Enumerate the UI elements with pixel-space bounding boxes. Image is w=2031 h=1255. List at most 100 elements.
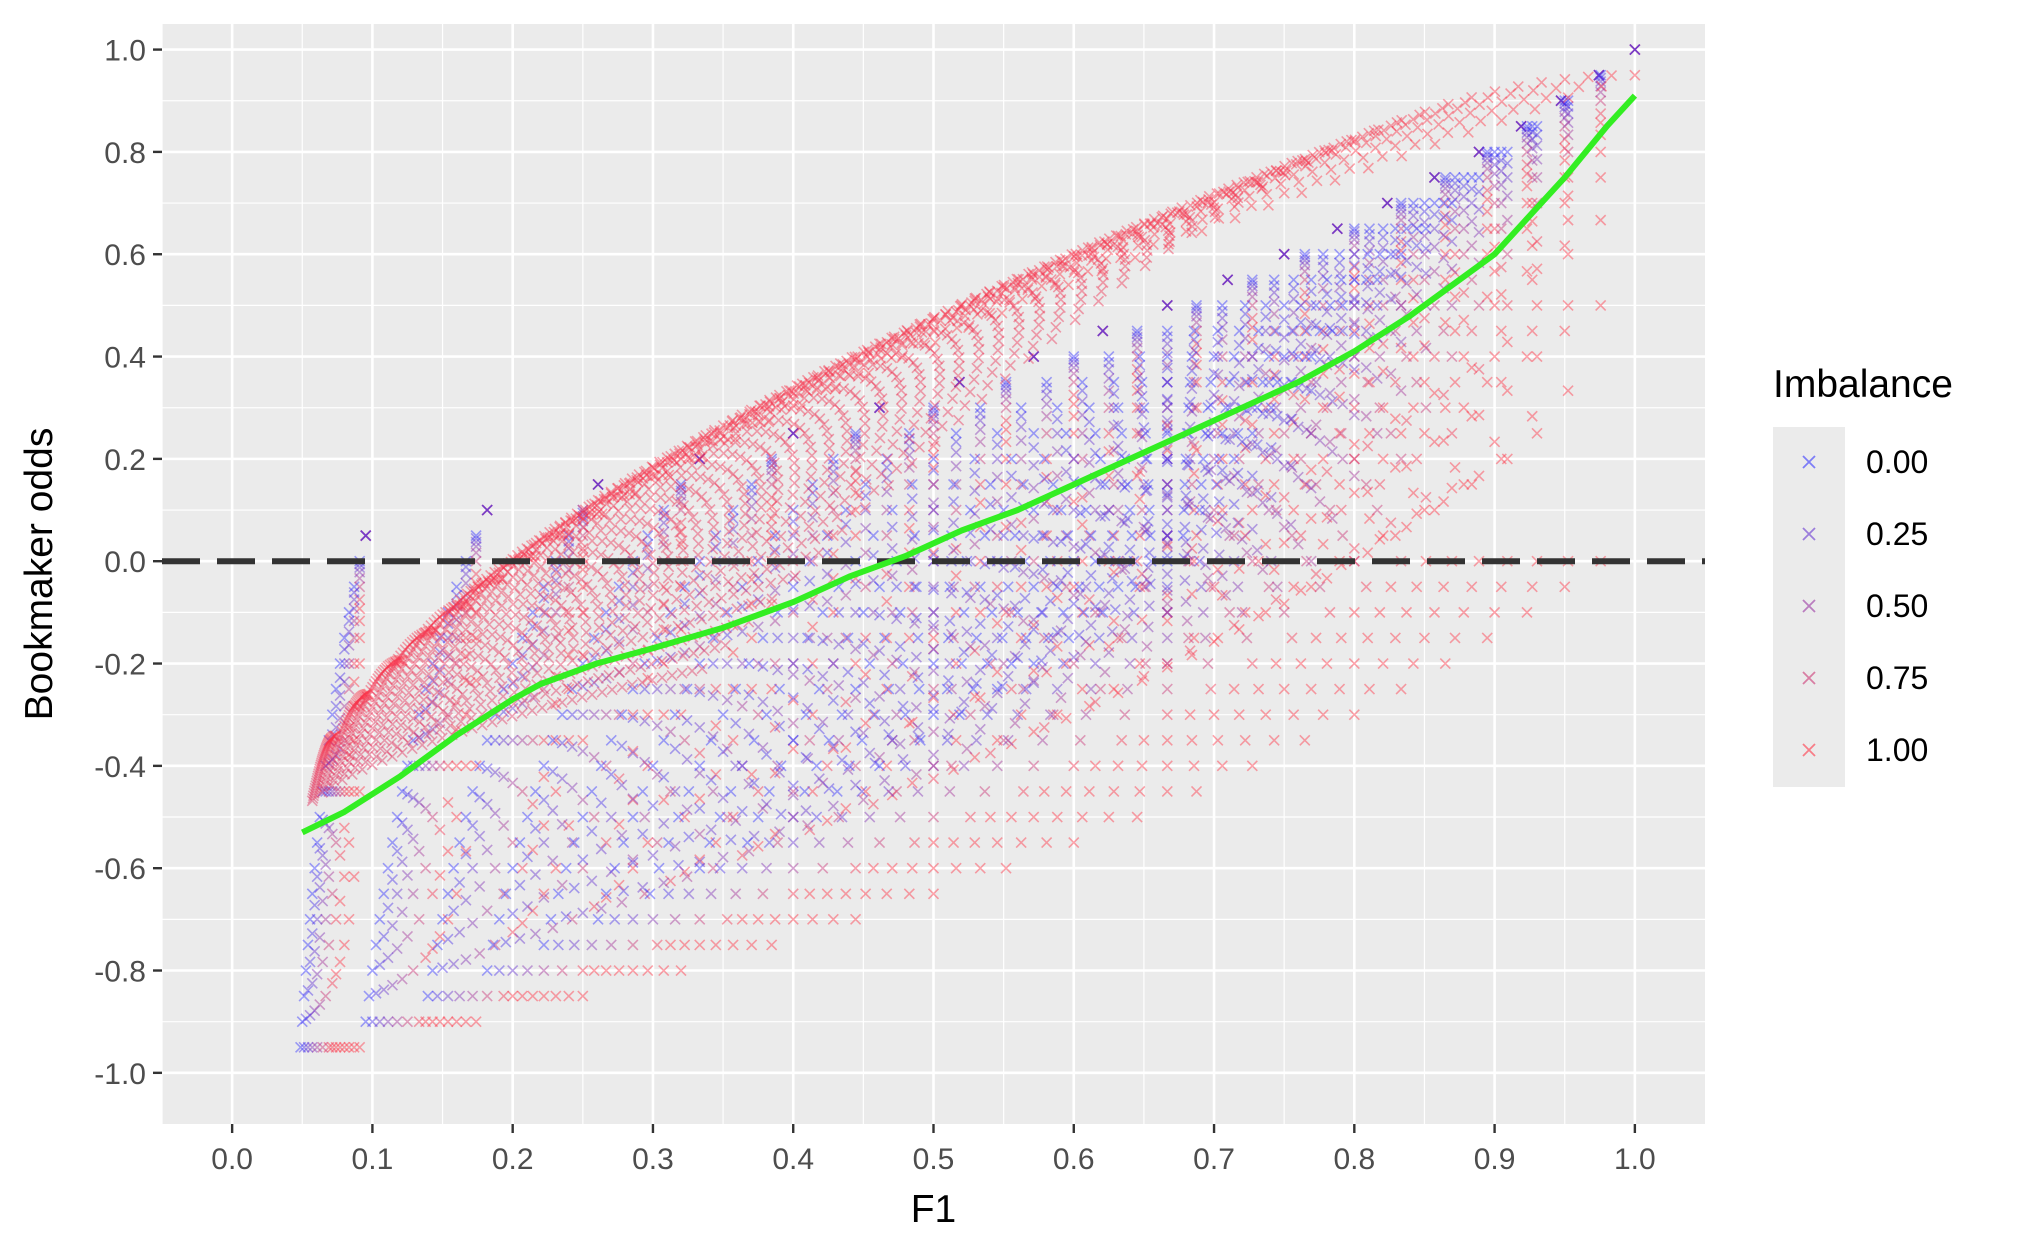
scatter-point <box>991 495 1003 508</box>
scatter-point <box>311 968 323 980</box>
scatter-point <box>1051 504 1063 516</box>
scatter-point <box>1449 325 1461 337</box>
scatter-point <box>903 478 915 491</box>
scatter-point <box>1068 495 1080 508</box>
scatter-point <box>577 794 589 806</box>
scatter-point <box>1097 325 1109 337</box>
scatter-point <box>1041 453 1053 465</box>
scatter-point <box>1299 274 1311 286</box>
scatter-point <box>1041 398 1053 410</box>
scatter-point <box>354 581 366 593</box>
scatter-point <box>627 599 639 611</box>
scatter-point <box>903 632 915 644</box>
scatter-point <box>1449 206 1461 218</box>
scatter-point <box>1348 368 1360 380</box>
scatter-point <box>1161 538 1173 550</box>
scatter-point <box>343 657 355 670</box>
scatter-point <box>1131 336 1143 348</box>
scatter-point <box>1371 504 1383 516</box>
scatter-point <box>821 595 833 607</box>
scatter-point <box>840 696 852 708</box>
scatter-point <box>1526 154 1538 166</box>
scatter-point <box>1439 248 1451 260</box>
scatter-point <box>766 500 778 512</box>
scatter-point <box>588 811 600 823</box>
scatter-point <box>550 990 562 1002</box>
scatter-point <box>927 440 940 452</box>
scatter-point <box>460 589 472 601</box>
scatter-point <box>413 913 425 925</box>
scatter-point <box>1629 44 1641 56</box>
scatter-point <box>769 657 781 670</box>
scatter-point <box>827 606 839 618</box>
scatter-point <box>746 939 758 951</box>
scatter-point <box>1044 709 1056 721</box>
scatter-point <box>891 709 903 721</box>
scatter-point <box>1068 427 1080 439</box>
scatter-point <box>1292 538 1304 550</box>
scatter-point <box>1337 530 1349 542</box>
scatter-point <box>752 621 764 633</box>
scatter-point <box>1385 517 1397 529</box>
scatter-point <box>1438 435 1450 447</box>
scatter-point <box>413 796 425 808</box>
scatter-point <box>1260 606 1272 618</box>
scatter-point <box>807 913 819 925</box>
scatter-point <box>326 977 338 989</box>
scatter-point <box>1278 427 1290 439</box>
scatter-point <box>1559 325 1571 337</box>
scatter-point <box>1161 489 1173 501</box>
scatter-point <box>1236 606 1248 618</box>
scatter-point <box>460 632 472 644</box>
scatter-point <box>1076 427 1088 439</box>
y-tick-label: -0.8 <box>94 956 146 989</box>
scatter-point <box>1559 197 1571 209</box>
scatter-point <box>1000 478 1012 491</box>
scatter-point <box>1005 683 1017 695</box>
scatter-point <box>840 888 852 900</box>
scatter-point <box>827 743 839 755</box>
scatter-point <box>1268 308 1280 320</box>
scatter-point <box>588 709 600 721</box>
scatter-point <box>1068 389 1080 401</box>
scatter-point <box>1305 513 1317 525</box>
scatter-point <box>1481 193 1493 205</box>
scatter-point <box>1385 368 1397 380</box>
scatter-point <box>1161 402 1173 414</box>
scatter-point <box>1017 615 1029 627</box>
scatter-point <box>710 632 722 644</box>
scatter-point <box>1002 734 1014 746</box>
scatter-point <box>787 427 799 439</box>
scatter-point <box>817 777 829 789</box>
scatter-point <box>710 768 722 780</box>
scatter-point <box>1103 427 1115 439</box>
scatter-point <box>442 760 454 772</box>
scatter-point <box>1595 86 1607 98</box>
scatter-point <box>550 588 562 600</box>
scatter-point <box>1161 657 1173 670</box>
scatter-point <box>1446 482 1458 494</box>
scatter-point <box>1076 683 1088 695</box>
scatter-point <box>1246 419 1258 431</box>
scatter-point <box>1449 376 1461 388</box>
scatter-point <box>769 767 781 779</box>
scatter-point <box>309 1005 321 1017</box>
scatter-point <box>354 594 366 606</box>
x-tick-label: 0.8 <box>1333 1143 1375 1176</box>
scatter-point <box>1186 588 1198 600</box>
scatter-point <box>1395 235 1407 248</box>
scatter-point <box>1288 416 1300 428</box>
scatter-point <box>1190 310 1203 322</box>
scatter-point <box>1595 299 1607 311</box>
scatter-point <box>1076 409 1088 421</box>
scatter-point <box>1521 146 1533 158</box>
scatter-point <box>1395 453 1407 465</box>
scatter-point <box>947 763 960 776</box>
scatter-point <box>1400 460 1413 472</box>
scatter-point <box>1076 519 1088 531</box>
scatter-point <box>1389 632 1401 644</box>
scatter-point <box>1458 223 1470 235</box>
scatter-point <box>873 402 886 414</box>
scatter-point <box>1139 581 1152 593</box>
scatter-point <box>1208 709 1220 721</box>
